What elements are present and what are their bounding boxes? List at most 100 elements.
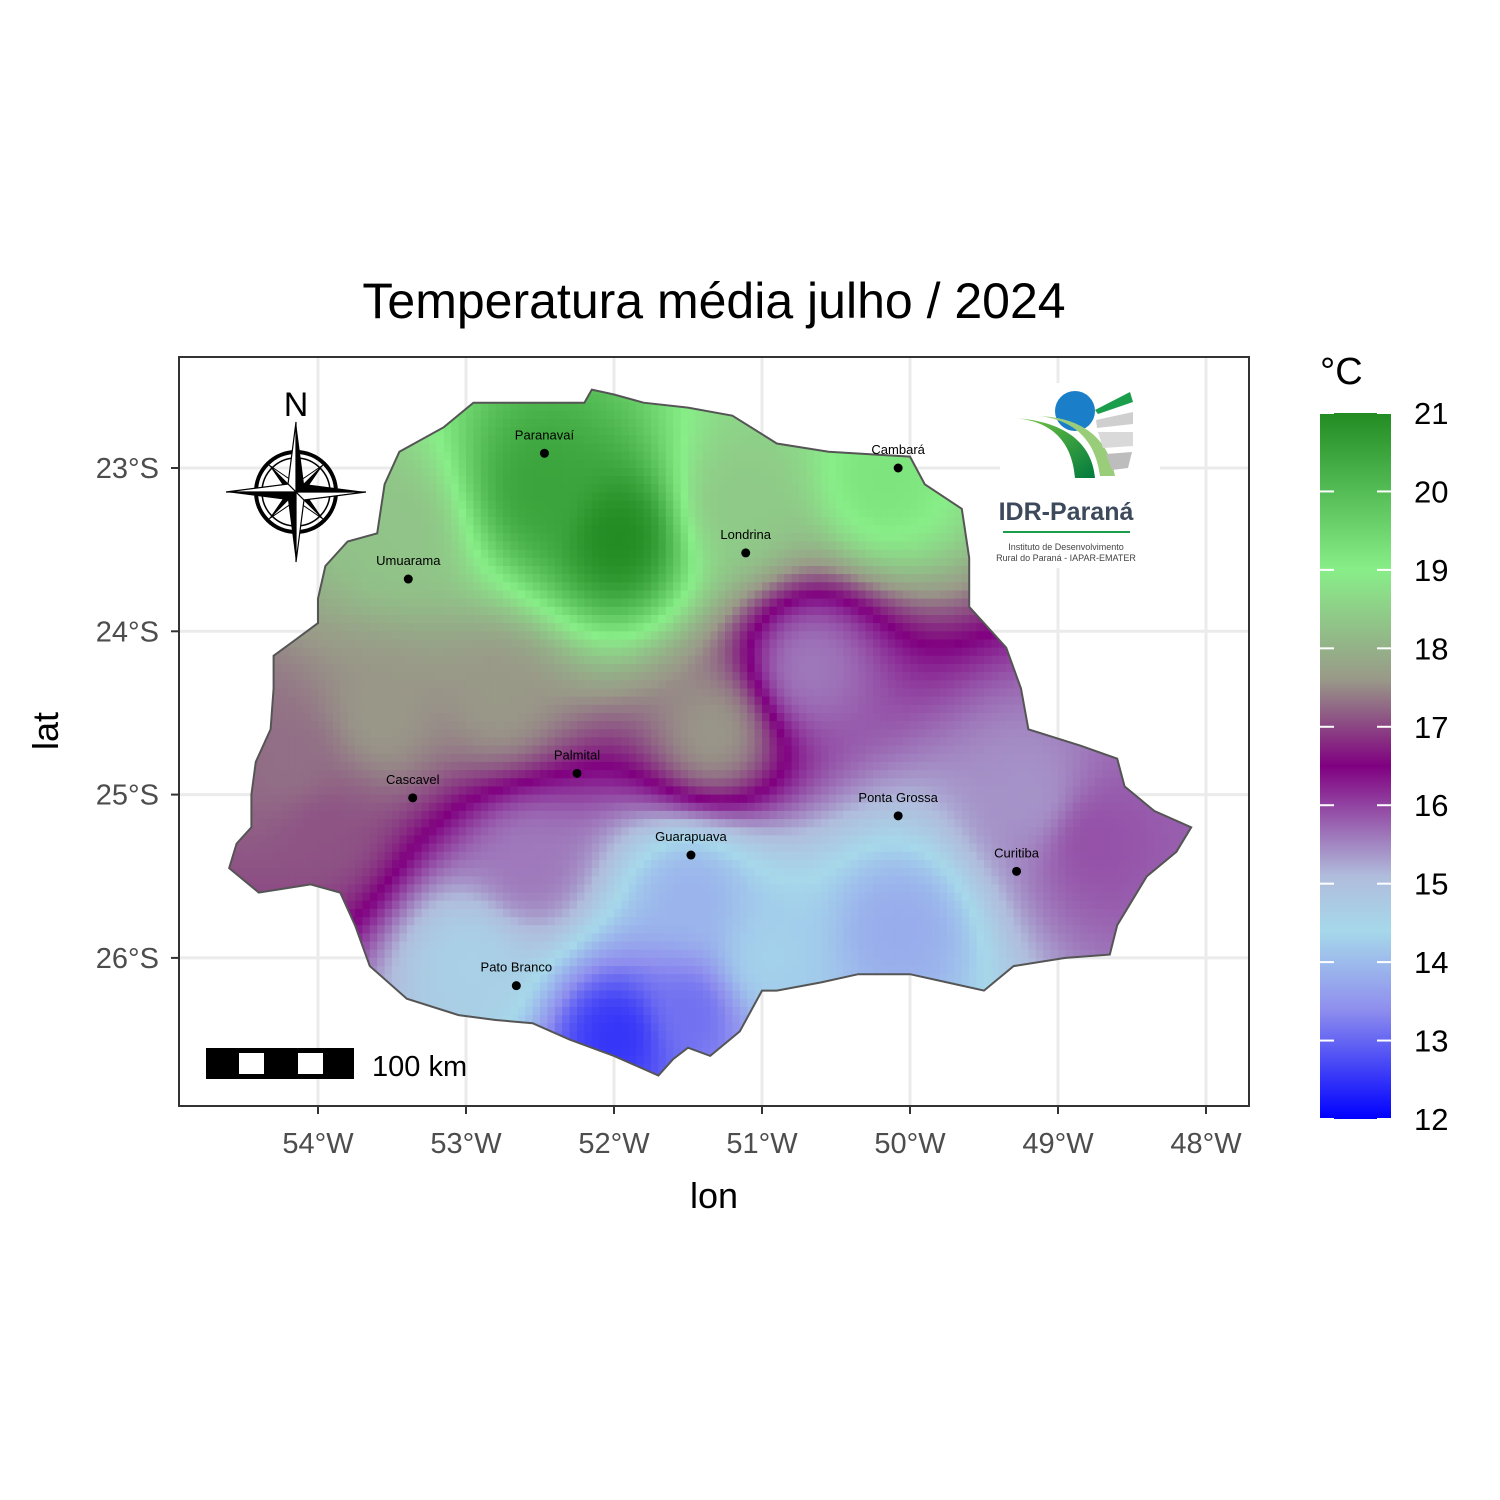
raster-cell	[458, 639, 467, 649]
raster-cell	[621, 459, 630, 469]
raster-cell	[850, 476, 859, 485]
raster-cell	[939, 615, 948, 624]
raster-cell	[680, 435, 689, 445]
raster-cell	[421, 557, 430, 567]
raster-cell	[873, 606, 881, 616]
raster-cell	[673, 541, 682, 551]
raster-cell	[599, 500, 608, 510]
raster-cell	[392, 557, 400, 567]
raster-cell	[569, 598, 578, 608]
raster-cell	[510, 484, 519, 494]
raster-cell	[947, 525, 955, 534]
raster-cell	[591, 574, 600, 583]
raster-cell	[917, 615, 926, 624]
raster-cell	[577, 468, 585, 477]
raster-cell	[665, 508, 674, 518]
raster-cell	[821, 606, 830, 616]
raster-cell	[414, 525, 423, 534]
raster-cell	[643, 557, 652, 567]
raster-cell	[998, 664, 1007, 673]
raster-cell	[628, 459, 637, 469]
raster-cell	[643, 517, 652, 526]
raster-cell	[769, 672, 778, 681]
raster-cell	[717, 484, 726, 494]
raster-cell	[702, 451, 711, 461]
raster-cell	[791, 517, 800, 526]
raster-cell	[517, 688, 526, 698]
raster-cell	[584, 435, 593, 445]
raster-cell	[636, 533, 645, 543]
raster-cell	[739, 533, 748, 543]
raster-cell	[392, 468, 400, 477]
raster-cell	[836, 631, 844, 641]
raster-cell	[910, 492, 918, 502]
raster-cell	[495, 492, 504, 502]
raster-cell	[739, 639, 748, 649]
raster-cell	[606, 672, 615, 681]
raster-cell	[569, 557, 578, 567]
raster-cell	[355, 688, 363, 698]
raster-cell	[636, 517, 645, 526]
raster-cell	[569, 492, 578, 502]
raster-cell	[532, 664, 541, 673]
raster-cell	[362, 672, 371, 681]
raster-cell	[873, 631, 881, 641]
raster-cell	[628, 680, 637, 690]
raster-cell	[636, 541, 645, 551]
raster-cell	[414, 606, 423, 616]
raster-cell	[384, 623, 393, 632]
raster-cell	[399, 566, 408, 575]
raster-cell	[791, 655, 800, 665]
raster-cell	[628, 672, 637, 681]
raster-cell	[895, 508, 904, 518]
raster-cell	[510, 631, 519, 641]
raster-cell	[591, 389, 600, 396]
raster-cell	[614, 468, 622, 477]
raster-cell	[614, 427, 622, 436]
raster-cell	[732, 639, 741, 649]
raster-cell	[732, 500, 741, 510]
raster-cell	[651, 574, 659, 583]
raster-cell	[591, 557, 600, 567]
raster-cell	[880, 672, 889, 681]
raster-cell	[887, 606, 896, 616]
raster-cell	[665, 582, 674, 592]
raster-cell	[932, 623, 941, 632]
raster-cell	[473, 484, 482, 494]
raster-cell	[517, 672, 526, 681]
raster-cell	[584, 680, 593, 690]
raster-cell	[717, 606, 726, 616]
raster-cell	[517, 631, 526, 641]
raster-cell	[429, 631, 437, 641]
raster-cell	[606, 590, 615, 600]
raster-cell	[510, 541, 519, 551]
raster-cell	[429, 500, 437, 510]
raster-cell	[665, 598, 674, 608]
raster-cell	[880, 664, 889, 673]
raster-cell	[584, 476, 593, 485]
raster-cell	[806, 574, 815, 583]
raster-cell	[628, 443, 637, 453]
raster-cell	[762, 598, 770, 608]
raster-cell	[443, 443, 452, 453]
raster-cell	[584, 468, 593, 477]
raster-cell	[710, 533, 719, 543]
raster-cell	[466, 435, 474, 445]
raster-cell	[606, 517, 615, 526]
raster-cell	[887, 655, 896, 665]
raster-cell	[688, 615, 696, 624]
raster-cell	[880, 598, 889, 608]
raster-cell	[577, 525, 585, 534]
raster-cell	[614, 582, 622, 592]
raster-cell	[599, 655, 608, 665]
raster-cell	[443, 566, 452, 575]
raster-cell	[895, 672, 904, 681]
raster-cell	[495, 533, 504, 543]
raster-cell	[673, 484, 682, 494]
raster-cell	[762, 557, 770, 567]
raster-cell	[725, 484, 733, 494]
raster-cell	[806, 476, 815, 485]
raster-cell	[369, 574, 378, 583]
raster-cell	[414, 459, 423, 469]
raster-cell	[806, 631, 815, 641]
